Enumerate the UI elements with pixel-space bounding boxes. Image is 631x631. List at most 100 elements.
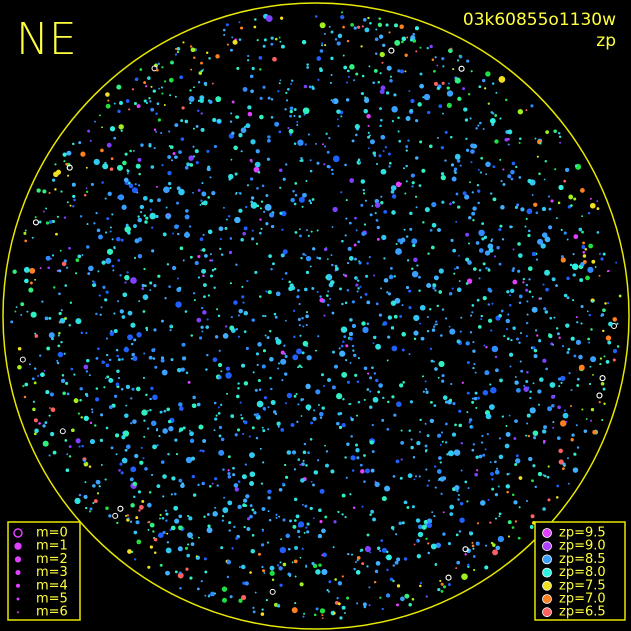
star [353,26,357,30]
star [218,449,225,456]
star [83,460,86,463]
star [270,400,276,405]
star [137,490,142,494]
star [302,615,305,618]
star [403,557,408,561]
star [142,376,145,379]
star [334,264,338,268]
star [79,387,83,391]
star [198,81,201,84]
star [539,142,542,145]
star [55,232,58,236]
star [359,550,362,553]
star [51,219,55,224]
star [482,262,486,266]
star [79,215,83,218]
star [411,597,415,601]
star [132,187,138,194]
star [88,374,91,377]
frame-subtitle: zp [596,31,616,51]
star [288,574,292,577]
star [289,109,293,114]
star [194,261,199,265]
star [265,15,273,22]
star [83,494,88,499]
star [221,586,228,592]
star [487,243,494,250]
star [401,348,405,352]
star [356,380,360,383]
star [482,79,486,83]
star [143,99,147,103]
star [342,340,345,343]
star [281,482,285,486]
star [56,361,60,365]
star [537,238,544,245]
star [189,163,194,167]
star [527,386,530,390]
star [240,127,247,134]
star [360,203,364,207]
star [117,109,121,113]
star [388,165,391,168]
star [104,197,107,200]
star [270,224,275,229]
star [446,90,454,97]
star [424,207,430,213]
star [142,195,148,201]
star [61,261,67,267]
legend-label: m=4 [36,578,68,593]
star [471,211,476,216]
star [100,413,104,417]
star [34,367,37,370]
star [479,500,486,506]
star [159,410,163,414]
star [340,326,348,333]
star [387,335,391,339]
star [321,42,324,45]
star [222,515,225,518]
star [454,77,461,84]
star [101,181,104,184]
star [157,62,160,65]
star [590,419,593,422]
star [519,360,522,363]
star [244,581,249,586]
star [59,249,62,252]
star [587,211,591,215]
star [507,143,510,146]
star [263,210,266,213]
star [296,120,299,123]
star [212,511,218,517]
star [301,547,304,550]
star [176,46,181,51]
star [168,130,171,133]
star [596,200,599,203]
star [179,427,184,432]
star [421,168,426,173]
star [229,282,232,285]
star [312,563,318,569]
star [169,187,172,190]
star [157,274,161,278]
star [252,610,256,614]
star [393,93,397,97]
star [143,435,146,438]
star [197,254,201,259]
star [510,288,515,293]
star [296,124,299,127]
star [304,254,307,257]
star [260,612,265,616]
star [592,429,597,435]
star [70,367,74,371]
star [568,194,574,200]
star [368,65,371,68]
star [418,289,421,292]
star [380,287,383,290]
star [230,414,235,419]
star [250,196,255,200]
star [402,381,405,384]
star [380,539,384,543]
star [218,375,222,380]
star [406,506,410,509]
